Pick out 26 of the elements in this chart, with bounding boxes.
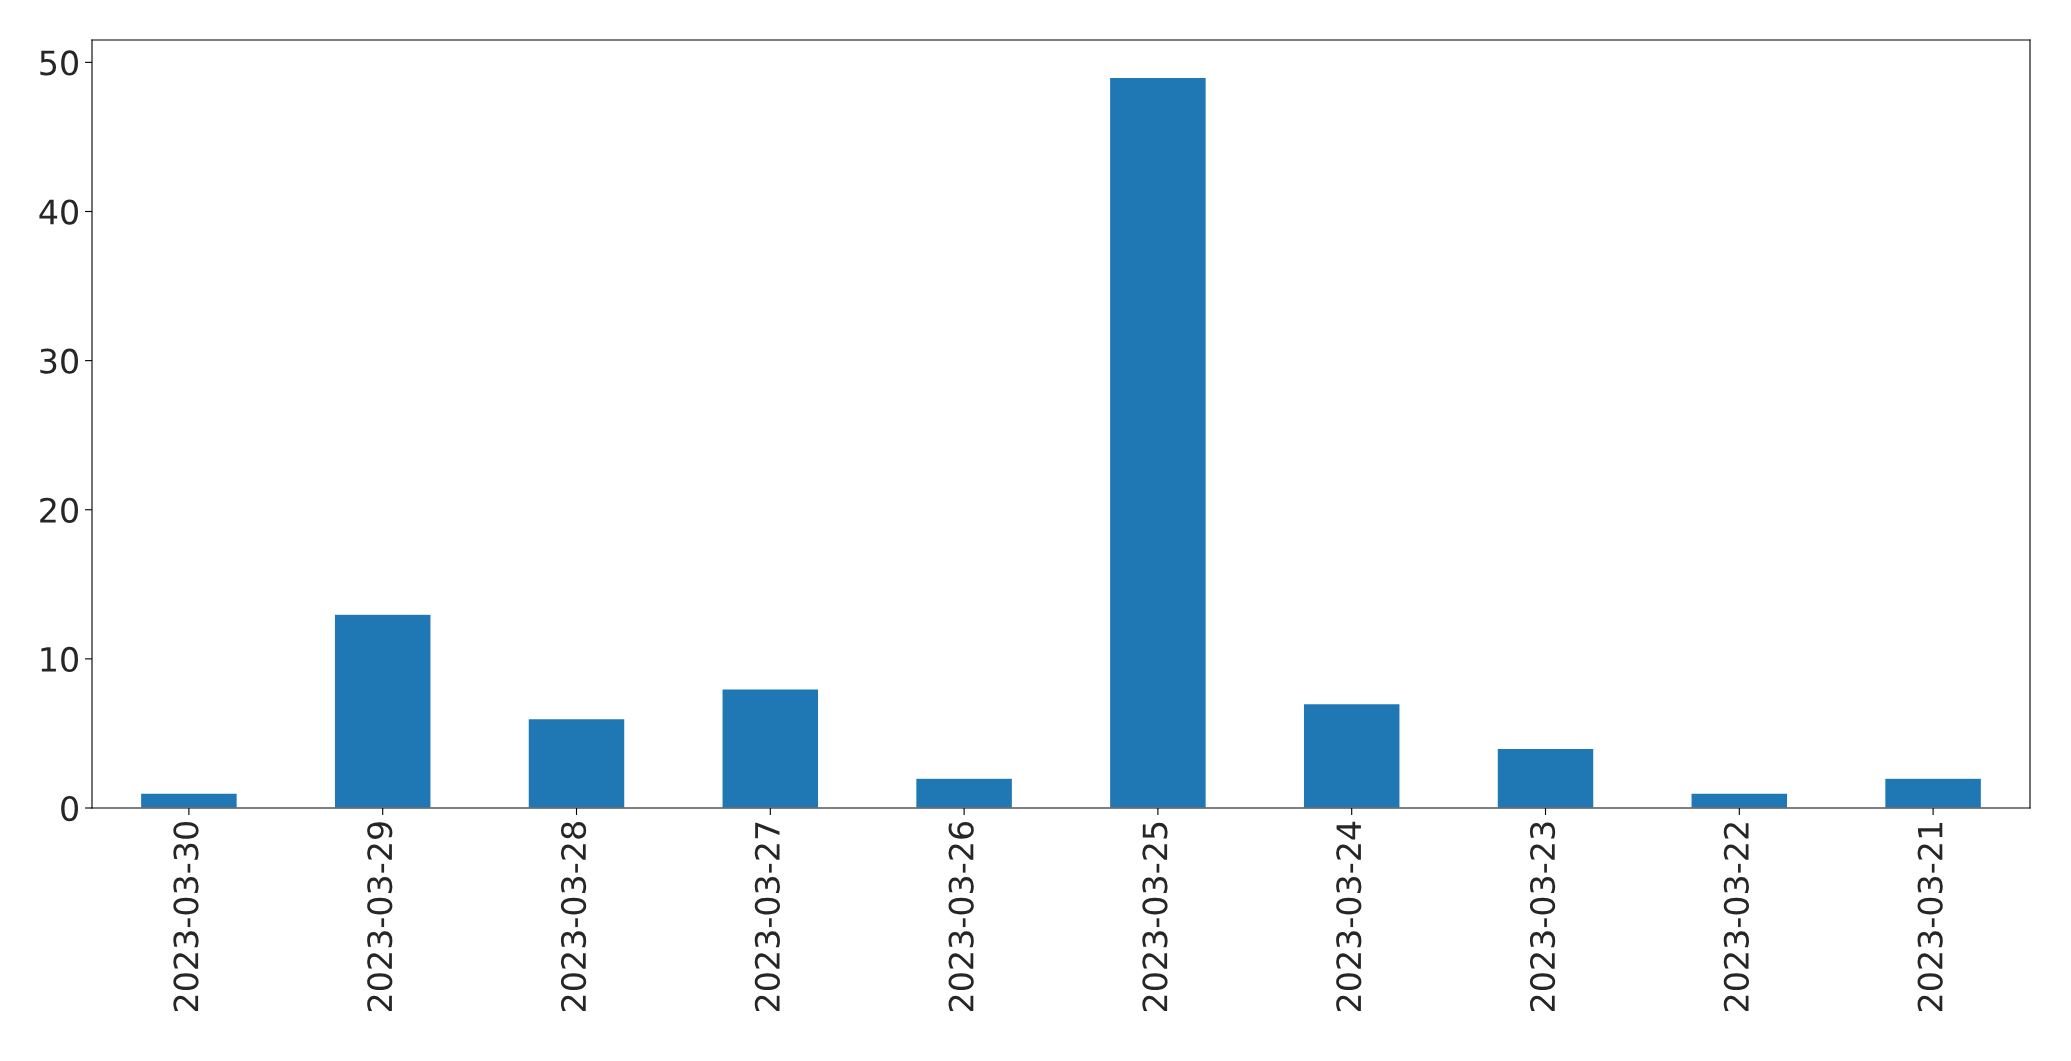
bar — [1496, 747, 1595, 808]
y-tick-label: 20 — [40, 497, 78, 523]
y-tick-label: 50 — [40, 50, 78, 76]
bar — [1883, 777, 1983, 808]
x-tick-label: 2023-03-28 — [560, 822, 587, 1012]
bar — [1302, 702, 1401, 808]
x-tick-label: 2023-03-29 — [367, 822, 393, 1012]
bar — [139, 792, 239, 808]
bar — [1108, 76, 1208, 808]
x-tick-label: 2023-03-30 — [173, 822, 199, 1012]
bar — [1690, 792, 1789, 808]
x-tick-label: 2023-03-23 — [1529, 822, 1556, 1012]
x-tick-label: 2023-03-26 — [948, 821, 974, 1012]
y-tick-label: 10 — [41, 646, 78, 673]
y-tick-label: 30 — [40, 348, 78, 374]
y-tick-label: 0 — [61, 795, 78, 822]
bar — [721, 688, 820, 808]
x-tick-label: 2023-03-25 — [1142, 822, 1168, 1012]
bar — [914, 777, 1014, 808]
x-tick-label: 2023-03-27 — [754, 822, 780, 1012]
bar — [333, 613, 432, 808]
y-tick-label: 40 — [39, 199, 78, 225]
x-tick-label: 2023-03-21 — [1917, 822, 1943, 1012]
x-tick-label: 2023-03-22 — [1723, 823, 1749, 1012]
x-tick-label: 2023-03-24 — [1336, 821, 1362, 1012]
bar — [527, 717, 626, 808]
